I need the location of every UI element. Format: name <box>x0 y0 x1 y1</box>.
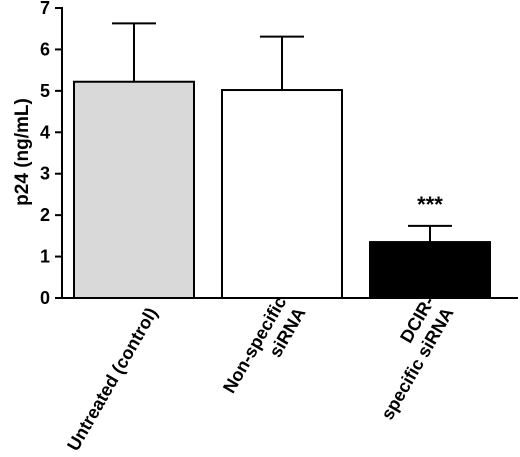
bars <box>73 22 491 300</box>
y-tick-label: 6 <box>40 39 50 59</box>
y-tick-label: 1 <box>40 247 50 267</box>
y-tick-label: 7 <box>40 0 50 18</box>
category-label: DCIR-specific siRNA <box>377 293 457 423</box>
significance-annotation: *** <box>417 192 443 217</box>
y-tick-label: 0 <box>40 288 50 308</box>
y-axis-label: p24 (ng/mL) <box>12 98 33 206</box>
category-label: Untreated (control) <box>63 304 161 454</box>
bar <box>221 89 343 300</box>
y-tick-label: 3 <box>40 164 50 184</box>
bar <box>73 80 195 299</box>
y-tick-label: 4 <box>40 122 50 142</box>
y-tick-label: 5 <box>40 81 50 101</box>
y-tick-label: 2 <box>40 205 50 225</box>
bar <box>369 241 491 299</box>
category-label-line: Untreated (control) <box>63 304 161 454</box>
